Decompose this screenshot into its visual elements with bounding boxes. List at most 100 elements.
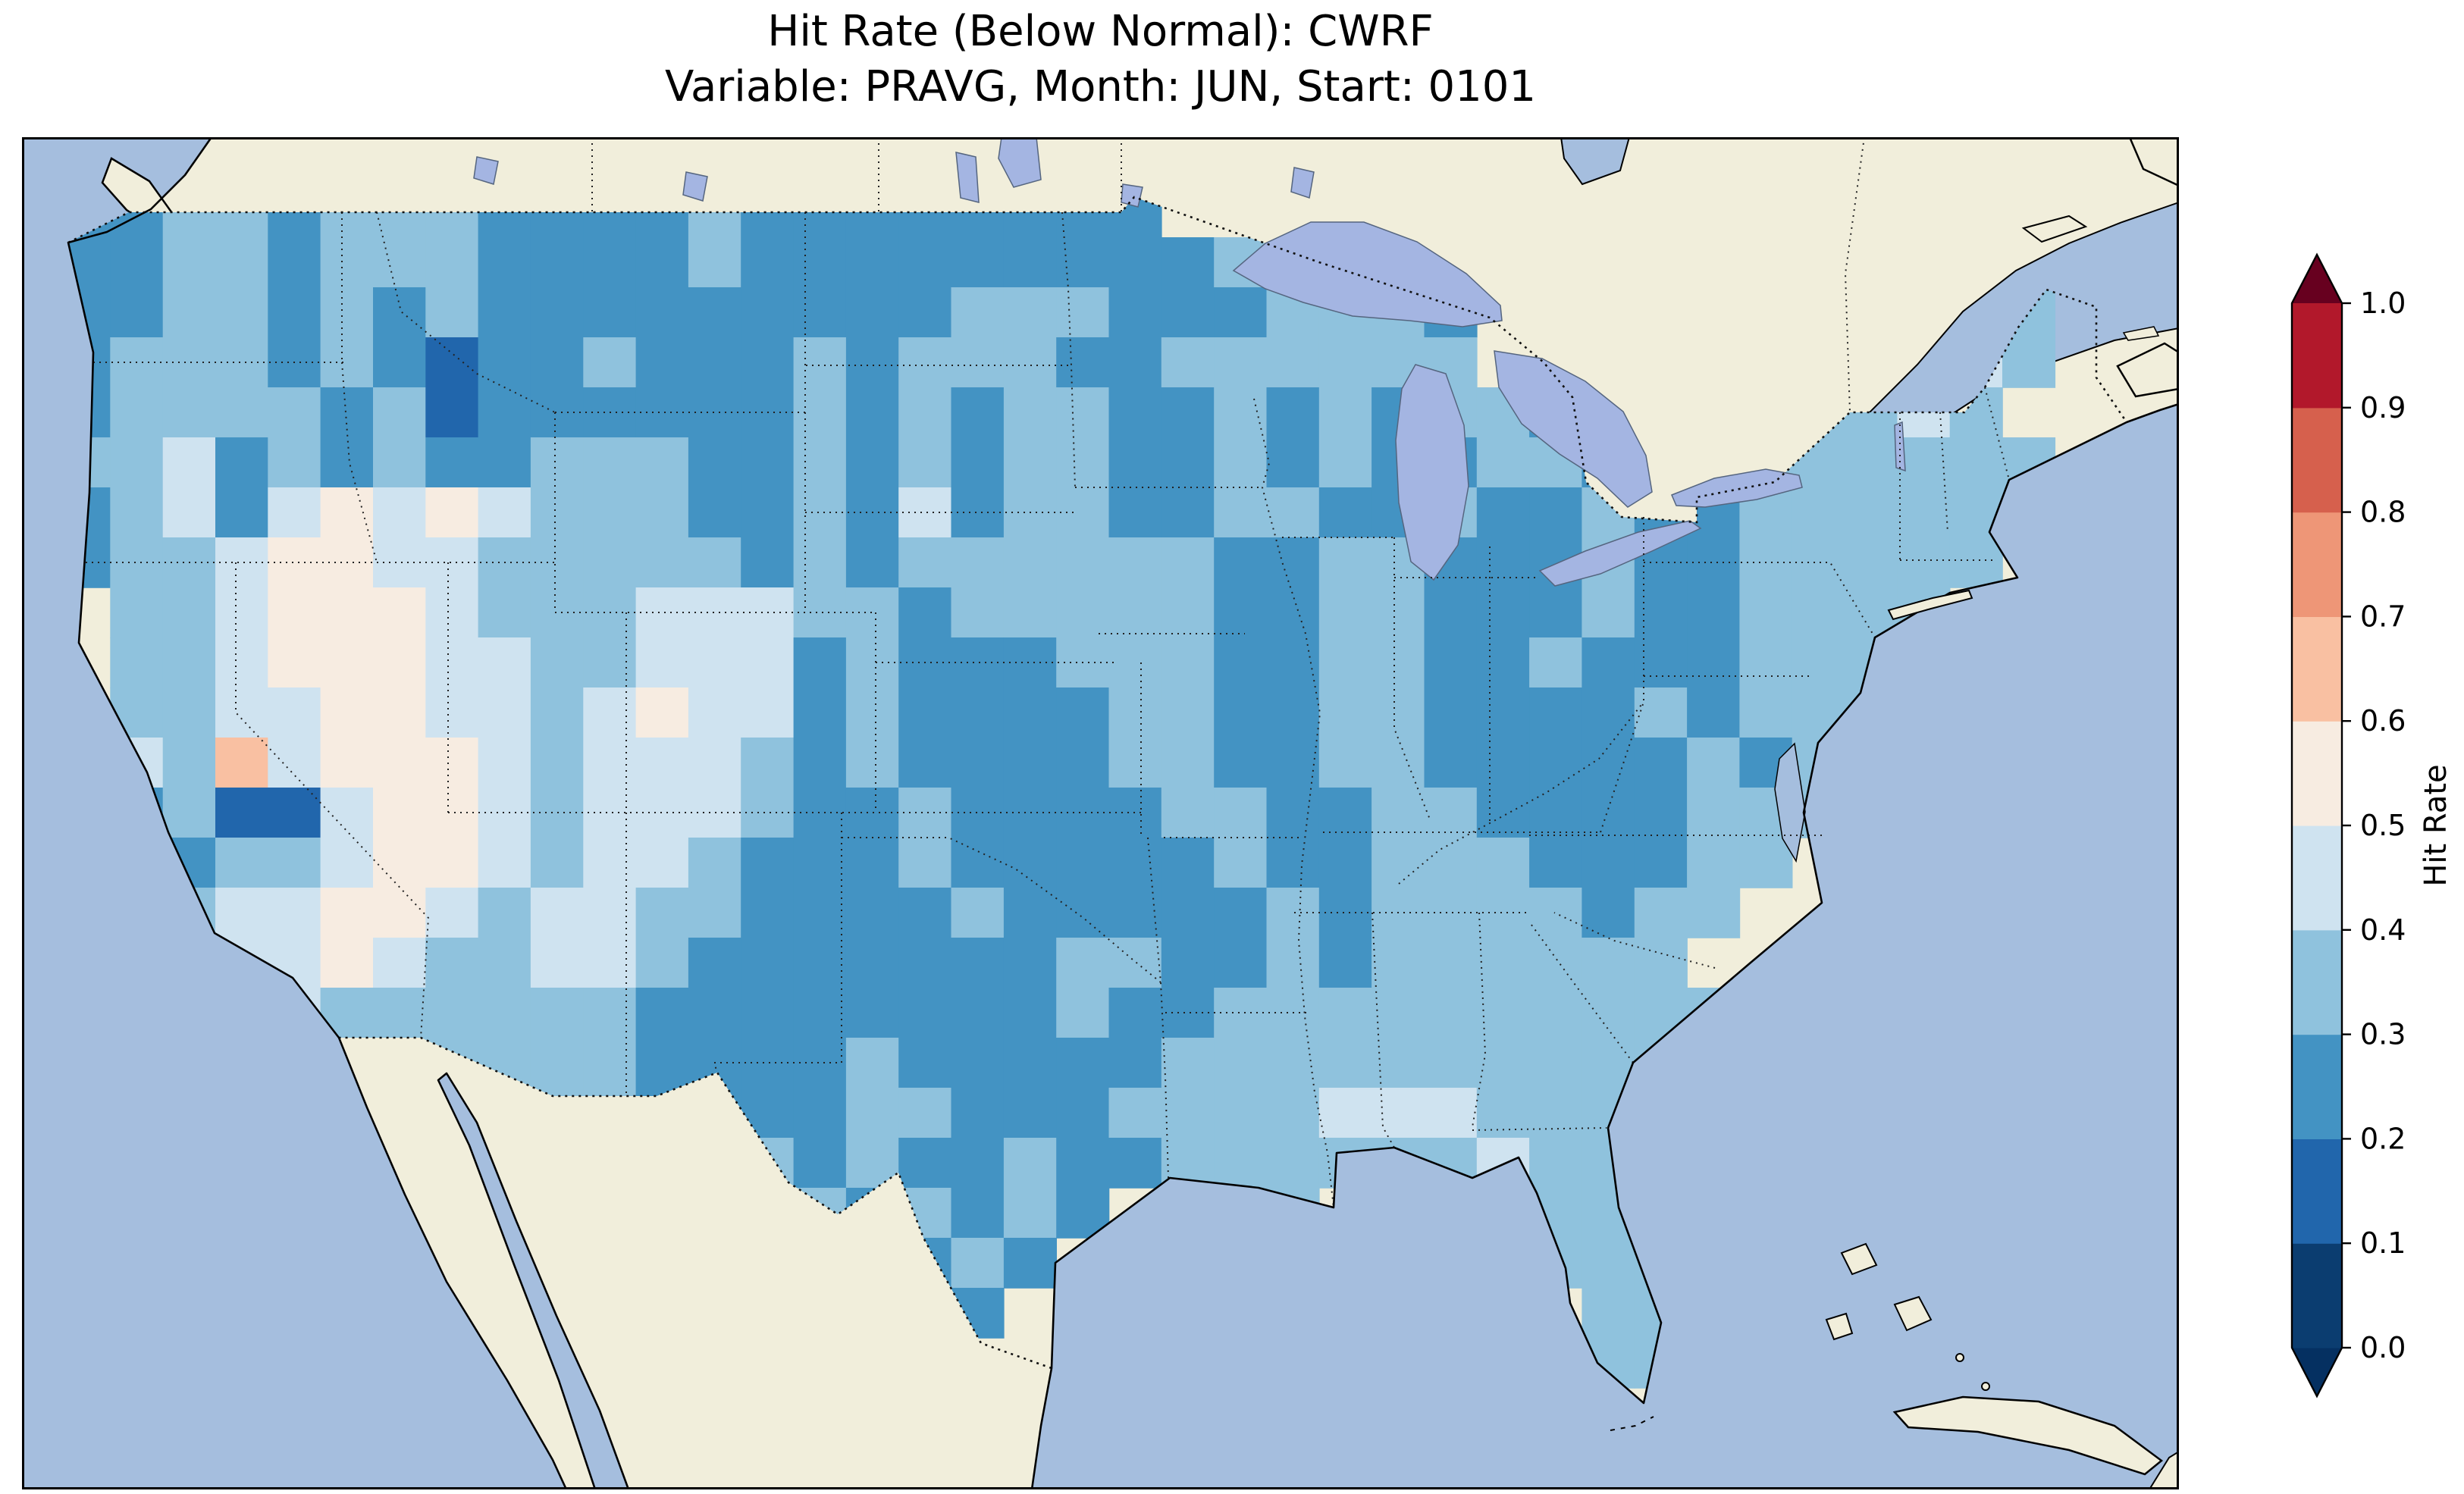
grid-cell <box>583 938 637 988</box>
grid-cell <box>1214 1138 1268 1189</box>
grid-cell <box>1266 437 1320 488</box>
grid-cell <box>845 938 899 988</box>
grid-cell <box>1214 337 1268 388</box>
grid-cell <box>793 587 847 638</box>
grid-cell <box>1161 1038 1215 1088</box>
grid-cell <box>1161 788 1215 838</box>
grid-cell <box>268 738 321 788</box>
grid-cell <box>110 387 164 438</box>
grid-cell <box>793 988 847 1038</box>
grid-cell <box>1792 537 1845 588</box>
grid-cell <box>1424 988 1478 1038</box>
grid-cell <box>1108 838 1162 888</box>
grid-cell <box>1056 437 1110 488</box>
grid-cell <box>215 237 269 288</box>
grid-cell <box>320 888 374 938</box>
grid-cell <box>1687 788 1741 838</box>
grid-cell <box>425 337 479 388</box>
grid-cell <box>1318 587 1372 638</box>
grid-cell <box>688 287 741 338</box>
grid-cell <box>845 1088 899 1139</box>
grid-cell <box>1318 788 1372 838</box>
grid-cell <box>268 287 321 338</box>
grid-cell <box>478 387 531 438</box>
grid-cell <box>425 738 479 788</box>
grid-cell <box>162 437 216 488</box>
grid-cell <box>425 838 479 888</box>
us-mexico-border <box>339 1036 1052 1370</box>
grid-cell <box>793 437 847 488</box>
grid-cell <box>1108 587 1162 638</box>
grid-cell <box>793 237 847 288</box>
bahamas-cay-2 <box>1981 1382 1990 1391</box>
grid-cell <box>1582 738 1635 788</box>
grid-cell <box>898 387 952 438</box>
grid-cell <box>1266 1138 1320 1189</box>
grid-cell <box>1529 988 1583 1038</box>
grid-cell <box>1214 938 1268 988</box>
colorbar-extend-over <box>2292 255 2342 303</box>
grid-cell <box>1056 1138 1110 1189</box>
grid-cell <box>1372 988 1425 1038</box>
grid-cell <box>1056 487 1110 538</box>
grid-cell <box>635 637 689 688</box>
grid-cell <box>951 337 1005 388</box>
grid-cell <box>1634 587 1688 638</box>
map-axes <box>22 137 2179 1489</box>
grid-cell <box>373 838 427 888</box>
grid-cell <box>1266 587 1320 638</box>
grid-cell <box>583 838 637 888</box>
grid-cell <box>1845 437 1898 488</box>
grid-cell <box>635 938 689 988</box>
grid-cell <box>1108 687 1162 738</box>
grid-cell <box>1372 738 1425 788</box>
grid-cell <box>793 1138 847 1189</box>
grid-cell <box>635 337 689 388</box>
grid-cell <box>1476 687 1530 738</box>
grid-cell <box>845 988 899 1038</box>
cuba <box>1892 1395 2164 1476</box>
bahamas-island-2 <box>1893 1295 1933 1332</box>
grid-cell <box>373 687 427 738</box>
colorbar-tick-label: 0.4 <box>2360 913 2406 947</box>
grid-cell <box>1792 587 1845 638</box>
grid-cell <box>1214 637 1268 688</box>
grid-cell <box>1214 687 1268 738</box>
lake-ontario <box>1671 468 1803 508</box>
grid-cell <box>162 687 216 738</box>
grid-cell <box>478 738 531 788</box>
grid-cell <box>741 738 795 788</box>
canada-lake-2 <box>473 156 499 185</box>
grid-cell <box>530 387 584 438</box>
grid-cell <box>1372 938 1425 988</box>
grid-cell <box>268 687 321 738</box>
grid-cell <box>635 988 689 1038</box>
grid-cell <box>1108 437 1162 488</box>
grid-cell <box>162 637 216 688</box>
grid-cell <box>425 237 479 288</box>
grid-cell <box>1266 337 1320 388</box>
grid-cell <box>162 788 216 838</box>
colorbar-svg: 0.0 0.1 0.2 0.3 0.4 0.5 0.6 0.7 0.8 0.9 1.0 Hit Rat… <box>2290 252 2453 1398</box>
grid-cell <box>951 738 1005 788</box>
grid-cell <box>635 487 689 538</box>
grid-cell <box>1582 838 1635 888</box>
state-borders <box>86 211 2010 1208</box>
grid-cell <box>1056 237 1110 288</box>
map-svg <box>22 137 2179 1489</box>
colorbar-extend-under <box>2292 1348 2342 1396</box>
grid-cell <box>1318 487 1372 538</box>
grid-cell <box>741 487 795 538</box>
grid-cell <box>741 337 795 388</box>
grid-cell <box>1634 637 1688 688</box>
grid-cell <box>845 1038 899 1088</box>
grid-cell <box>1634 738 1688 788</box>
grid-cell <box>530 587 584 638</box>
grid-cell <box>1687 537 1741 588</box>
grid-cell <box>845 237 899 288</box>
grid-cell <box>1003 237 1057 288</box>
grid-cell <box>1634 838 1688 888</box>
grid-cell <box>1056 1038 1110 1088</box>
grid-cell <box>1476 738 1530 788</box>
grid-cell <box>688 387 741 438</box>
